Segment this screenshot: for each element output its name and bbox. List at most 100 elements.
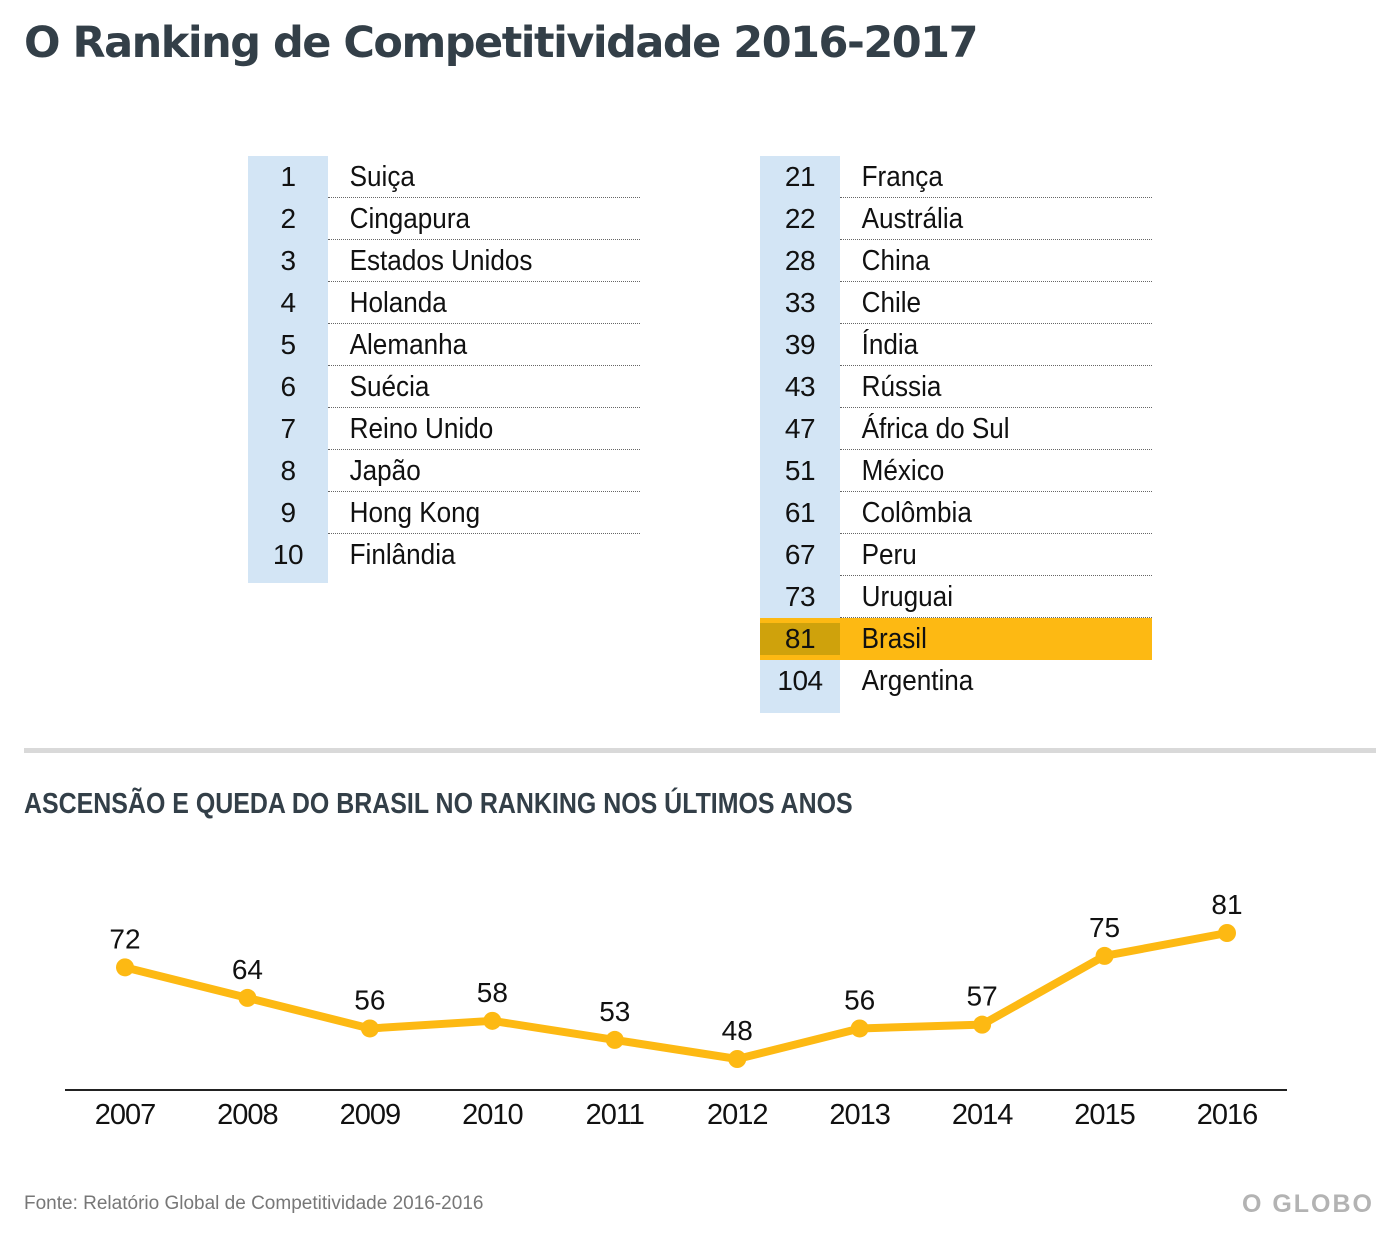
data-label: 56 [354,984,385,1015]
ranking-row: 9 Hong Kong [248,492,640,534]
data-label: 72 [109,923,140,954]
rank-number: 6 [280,371,296,402]
rank-number: 33 [784,287,816,318]
country-name: Colômbia [861,496,972,529]
data-point [605,1030,624,1049]
rank-number: 9 [280,497,296,528]
x-tick-label: 2007 [95,1099,156,1131]
series-line [121,929,1231,1063]
country-name: Rússia [861,370,942,403]
rank-number: 8 [280,455,296,486]
country-name: México [861,454,945,487]
ranking-row: 33 Chile [760,282,1152,324]
data-label: 58 [477,977,508,1008]
ranking-row: 4 Holanda [248,282,640,324]
country-name: Peru [861,538,917,571]
x-tick-label: 2016 [1197,1099,1258,1131]
ranking-row: 39 Índia [760,324,1152,366]
ranking-table-left: 1 Suiça 2 Cingapura 3 Estados Unidos 4 Holanda 5… [248,156,640,583]
ranking-row-highlighted: 81 Brasil [760,618,1152,660]
ranking-row: 104 Argentina [760,660,1152,702]
ranking-row: 61 Colômbia [760,492,1152,534]
data-label: 64 [232,954,263,985]
ranking-row: 28 China [760,240,1152,282]
data-point [360,1019,379,1038]
data-point [1095,946,1114,965]
x-tick-label: 2011 [586,1099,644,1131]
country-name: França [861,160,943,193]
x-tick-label: 2013 [829,1099,890,1131]
rank-number: 5 [280,329,296,360]
data-point [973,1015,992,1034]
country-name: Cingapura [349,202,471,235]
country-name: Estados Unidos [349,244,533,277]
rank-number: 3 [280,245,296,276]
rank-number: 47 [784,413,816,444]
country-name: China [861,244,930,277]
rank-number: 67 [784,539,816,570]
country-name: Austrália [861,202,964,235]
data-point [1218,924,1236,942]
rank-number: 51 [784,455,816,486]
rank-number: 73 [784,581,816,612]
country-name: Hong Kong [349,496,481,529]
x-tick-label: 2009 [340,1099,401,1131]
page-title: O Ranking de Competitividade 2016-2017 [24,18,979,68]
x-tick-label: 2015 [1074,1099,1135,1131]
country-name: Índia [861,328,919,361]
ranking-row: 22 Austrália [760,198,1152,240]
country-name: Suiça [349,160,415,193]
rank-number: 7 [280,413,296,444]
ranking-row: 6 Suécia [248,366,640,408]
data-label: 53 [599,996,630,1027]
data-label: 57 [967,981,998,1012]
chart-title: ASCENSÃO E QUEDA DO BRASIL NO RANKING NO… [24,788,853,820]
country-name: Uruguai [861,580,954,613]
country-name: Alemanha [349,328,468,361]
data-point [728,1050,747,1068]
data-point [850,1019,869,1038]
x-tick-label: 2012 [707,1099,768,1131]
country-name: África do Sul [861,412,1010,445]
rank-number: 104 [777,665,823,696]
ranking-row: 73 Uruguai [760,576,1152,618]
rank-number: 4 [280,287,296,318]
x-tick-label: 2008 [217,1099,278,1131]
country-name: Finlândia [349,538,456,571]
section-divider [24,748,1376,753]
source-note: Fonte: Relatório Global de Competitivida… [24,1193,484,1214]
ranking-row: 10 Finlândia [248,534,640,576]
rank-number: 28 [784,245,816,276]
country-name: Suécia [349,370,430,403]
x-tick-label: 2010 [462,1099,523,1131]
ranking-row: 43 Rússia [760,366,1152,408]
ranking-row: 3 Estados Unidos [248,240,640,282]
data-label: 75 [1089,912,1120,943]
rank-number: 2 [280,203,296,234]
ranking-table-right: 21 França 22 Austrália 28 China 33 Chile 39 Índia… [760,156,1152,713]
data-label: 81 [1211,889,1242,920]
ranking-row: 5 Alemanha [248,324,640,366]
data-point [483,1011,502,1030]
rank-number: 10 [272,539,304,570]
rank-number: 43 [784,371,816,402]
rank-number: 81 [760,623,840,655]
ranking-row: 8 Japão [248,450,640,492]
ranking-row: 1 Suiça [248,156,640,198]
data-point [238,988,257,1007]
rank-number: 39 [784,329,816,360]
rank-number: 21 [784,161,816,192]
ranking-row: 47 África do Sul [760,408,1152,450]
country-name: Holanda [349,286,447,319]
rank-number: 1 [280,161,296,192]
rank-number: 61 [784,497,816,528]
country-name: Brasil [861,622,927,655]
data-label: 56 [844,984,875,1015]
ranking-row: 2 Cingapura [248,198,640,240]
ranking-row: 7 Reino Unido [248,408,640,450]
ranking-row: 51 México [760,450,1152,492]
x-tick-label: 2014 [952,1099,1013,1131]
brand-logo: O GLOBO [1241,1190,1374,1218]
country-name: Argentina [861,664,974,697]
